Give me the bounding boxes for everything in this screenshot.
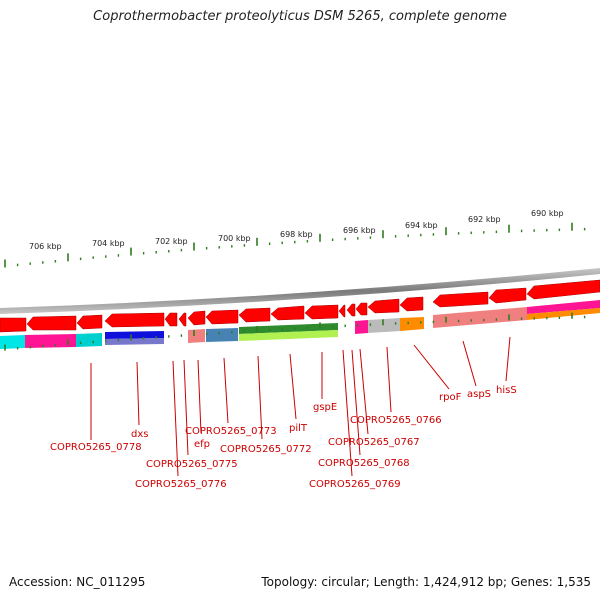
leader-line bbox=[359, 348, 369, 435]
leader-line bbox=[462, 340, 477, 387]
gene-arrow bbox=[238, 307, 271, 323]
gene-label: COPRO5265_0767 bbox=[328, 437, 420, 448]
feature-block bbox=[0, 335, 25, 349]
scale-label-700: 700 kbp bbox=[218, 234, 251, 243]
leader-lines bbox=[90, 336, 511, 477]
scale-label-704: 704 kbp bbox=[92, 239, 125, 248]
leader-line bbox=[183, 359, 189, 456]
gene-arrow bbox=[104, 312, 165, 328]
feature-block bbox=[76, 333, 102, 347]
leader-line bbox=[351, 349, 361, 456]
gene-arrow bbox=[76, 314, 103, 330]
feature-block bbox=[355, 320, 368, 334]
leader-line bbox=[505, 336, 511, 382]
feature-block bbox=[188, 329, 205, 343]
feature-block bbox=[239, 330, 338, 341]
gene-arrow bbox=[488, 287, 527, 304]
gene-track bbox=[0, 279, 600, 333]
scale-label-698: 698 kbp bbox=[280, 230, 313, 239]
gene-arrow bbox=[0, 317, 27, 333]
leader-line bbox=[172, 360, 179, 477]
gene-arrow bbox=[526, 279, 600, 300]
scale-label-690: 690 kbp bbox=[531, 209, 564, 218]
scale-label-694: 694 kbp bbox=[405, 221, 438, 230]
gene-label: COPRO5265_0778 bbox=[50, 442, 142, 453]
gene-label: COPRO5265_0769 bbox=[309, 479, 401, 490]
gene-arrow bbox=[178, 312, 187, 327]
gene-arrow bbox=[270, 305, 305, 321]
gene-label: COPRO5265_0766 bbox=[350, 415, 442, 426]
gene-arrow bbox=[205, 309, 239, 325]
feature-block bbox=[239, 323, 338, 334]
gene-arrow bbox=[26, 315, 77, 331]
leader-line bbox=[342, 349, 353, 477]
feature-block bbox=[527, 308, 600, 320]
leader-line bbox=[197, 359, 202, 434]
gene-label: rpoF bbox=[439, 392, 462, 403]
gene-label: aspS bbox=[467, 389, 491, 400]
leader-line bbox=[413, 344, 450, 390]
feature-block bbox=[368, 318, 400, 333]
gene-label: efp bbox=[194, 439, 210, 450]
feature-block bbox=[25, 334, 76, 348]
outer-tick-ring bbox=[4, 222, 586, 268]
scale-label-696: 696 kbp bbox=[343, 226, 376, 235]
gene-label: COPRO5265_0772 bbox=[220, 444, 312, 455]
gene-arrow bbox=[355, 302, 368, 316]
leader-line bbox=[257, 355, 263, 440]
gene-arrow bbox=[367, 298, 400, 314]
feature-block bbox=[105, 338, 164, 345]
scale-label-702: 702 kbp bbox=[155, 237, 188, 246]
gene-label: COPRO5265_0768 bbox=[318, 458, 410, 469]
gene-arrow bbox=[432, 291, 489, 308]
gene-arrow bbox=[338, 304, 346, 318]
gene-arrow bbox=[187, 310, 206, 326]
feature-block bbox=[433, 307, 527, 328]
leader-line bbox=[223, 357, 229, 424]
gene-arrow bbox=[164, 312, 178, 327]
gene-label: pilT bbox=[289, 423, 308, 434]
genome-backbone bbox=[0, 268, 600, 314]
leader-line bbox=[136, 361, 140, 426]
feature-block bbox=[527, 300, 600, 314]
leader-line bbox=[289, 353, 297, 420]
accession-text: Accession: NC_011295 bbox=[9, 575, 146, 589]
gene-label: COPRO5265_0775 bbox=[146, 459, 238, 470]
gene-label: COPRO5265_0773 bbox=[185, 426, 277, 437]
gene-labels: COPRO5265_0778 dxs COPRO5265_0776 COPRO5… bbox=[50, 385, 517, 490]
leader-line bbox=[386, 346, 392, 413]
feature-block bbox=[206, 328, 238, 342]
map-title: Coprothermobacter proteolyticus DSM 5265… bbox=[93, 9, 507, 24]
feature-block bbox=[105, 331, 164, 339]
inner-tick-ring bbox=[4, 312, 586, 351]
feature-block bbox=[400, 317, 424, 331]
gene-arrow bbox=[304, 304, 339, 320]
gene-label: gspE bbox=[313, 402, 337, 413]
gene-arrow bbox=[399, 296, 424, 312]
gene-label: dxs bbox=[131, 429, 148, 440]
feature-color-track bbox=[0, 300, 600, 349]
gene-arrow bbox=[346, 303, 356, 317]
gene-label: COPRO5265_0776 bbox=[135, 479, 227, 490]
scale-labels: 706 kbp 704 kbp 702 kbp 700 kbp 698 kbp … bbox=[29, 209, 564, 251]
genome-summary-text: Topology: circular; Length: 1,424,912 bp… bbox=[261, 575, 591, 589]
scale-label-692: 692 kbp bbox=[468, 215, 501, 224]
gene-label: hisS bbox=[496, 385, 517, 396]
scale-label-706: 706 kbp bbox=[29, 242, 62, 251]
